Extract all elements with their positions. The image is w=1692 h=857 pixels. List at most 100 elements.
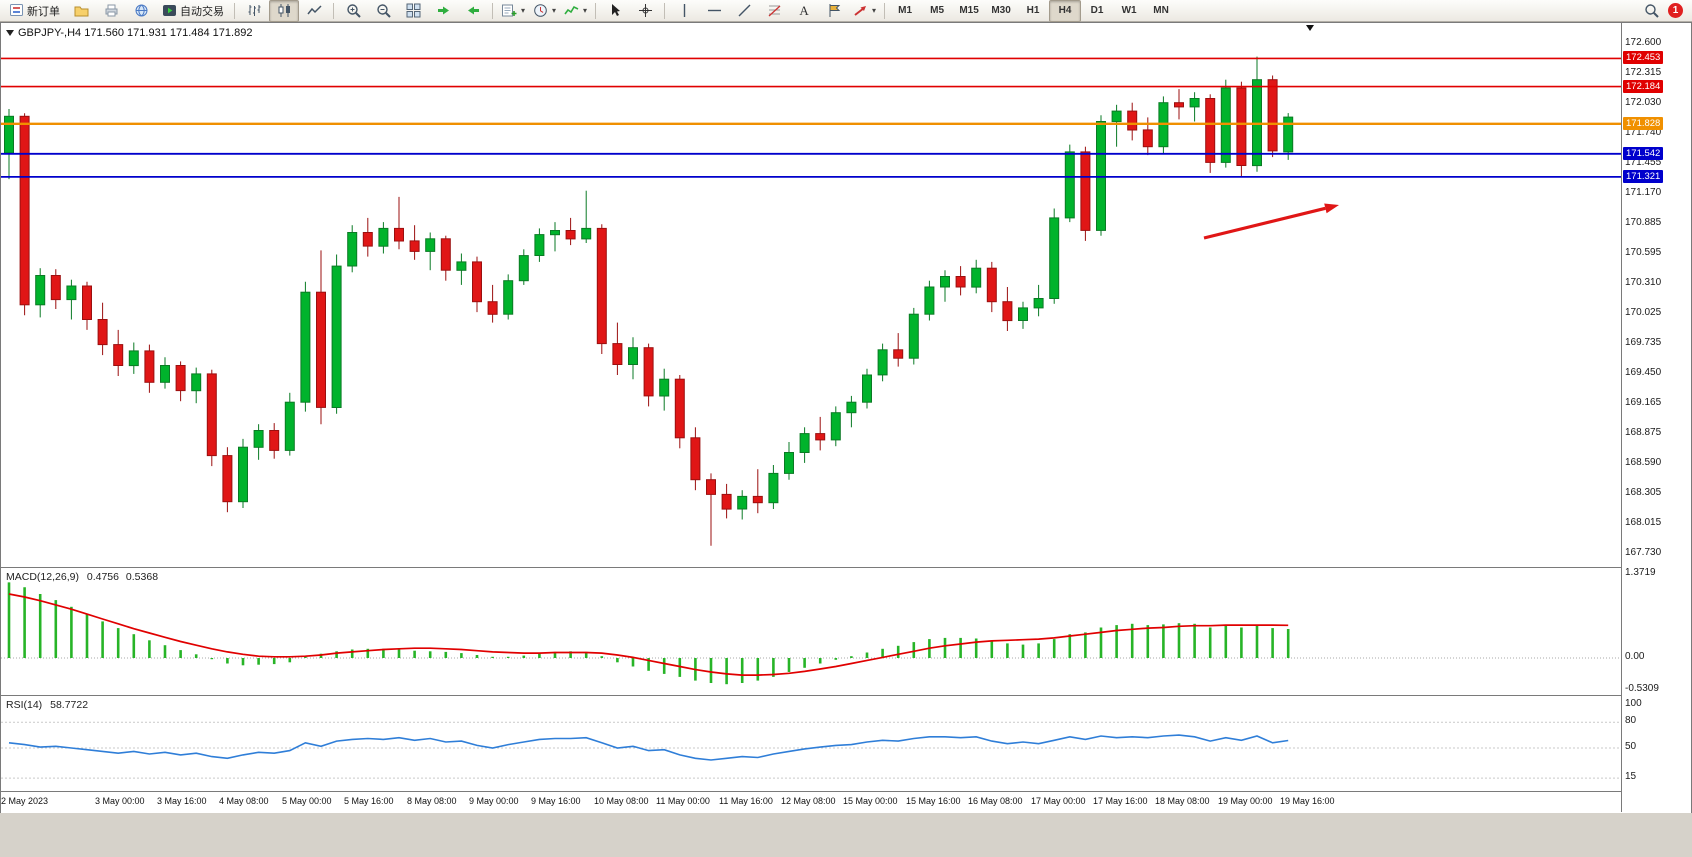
tile-windows-button[interactable] xyxy=(398,0,428,22)
notification-badge[interactable]: 1 xyxy=(1668,3,1683,18)
text-button[interactable]: A xyxy=(789,0,819,22)
price-tick-label: 170.025 xyxy=(1625,307,1662,318)
printer-icon xyxy=(104,3,119,18)
zoom-in-button[interactable] xyxy=(338,0,368,22)
trendline-icon xyxy=(737,3,752,18)
autotrading-button[interactable]: 自动交易 xyxy=(156,0,230,22)
price-tick-label: 80 xyxy=(1625,715,1637,726)
price-chart-pane[interactable]: GBPJPY-,H4 171.560 171.931 171.484 171.8… xyxy=(1,23,1691,567)
zoom-in-icon xyxy=(346,3,361,18)
autotrading-play-icon xyxy=(162,3,177,18)
rsi-value: 58.7722 xyxy=(50,699,89,711)
time-tick-label: 5 May 16:00 xyxy=(344,796,394,806)
time-tick-label: 8 May 08:00 xyxy=(407,796,457,806)
auto-scroll-icon xyxy=(436,3,451,18)
macd-label: MACD(12,26,9) 0.4756 0.5368 xyxy=(6,571,158,583)
price-tick-label: 168.875 xyxy=(1625,427,1662,438)
vertical-line-button[interactable] xyxy=(669,0,699,22)
hline-price-label[interactable]: 171.542 xyxy=(1623,147,1664,160)
hline-price-label[interactable]: 171.321 xyxy=(1623,170,1664,183)
toolbar-separator xyxy=(664,2,666,19)
price-tick-label: 171.455 xyxy=(1625,157,1662,168)
timeframe-h4-button[interactable]: H4 xyxy=(1049,0,1082,22)
chart-shift-icon xyxy=(466,3,481,18)
toolbar-separator xyxy=(884,2,886,19)
time-tick-label: 17 May 16:00 xyxy=(1093,796,1148,806)
toolbar-separator xyxy=(492,2,493,19)
macd-panel[interactable]: MACD(12,26,9) 0.4756 0.5368 xyxy=(1,567,1691,696)
chart-collapse-icon[interactable] xyxy=(6,30,14,36)
price-tick-label: -0.5309 xyxy=(1625,683,1659,694)
indicators-button[interactable]: ▾ xyxy=(560,0,591,22)
chart-shift-button[interactable] xyxy=(458,0,488,22)
arrows-tool-button[interactable]: ▾ xyxy=(849,0,880,22)
indicators-icon xyxy=(564,3,579,18)
new-chart-button[interactable]: ▾ xyxy=(497,0,529,22)
time-tick-label: 12 May 08:00 xyxy=(781,796,836,806)
timeframe-w1-button[interactable]: W1 xyxy=(1121,5,1137,16)
toolbar-separator xyxy=(595,2,597,19)
cursor-button[interactable] xyxy=(600,0,630,22)
line-chart-button[interactable] xyxy=(299,0,329,22)
timeframe-h1-button[interactable]: H1 xyxy=(1026,5,1040,16)
time-axis[interactable]: 2 May 2023 3 May 00:00 3 May 16:00 4 May 08… xyxy=(1,791,1691,813)
crosshair-button[interactable] xyxy=(630,0,660,22)
hline-price-label[interactable]: 172.453 xyxy=(1623,51,1664,64)
globe-icon xyxy=(134,3,149,18)
price-tick-label: 100 xyxy=(1625,698,1642,709)
price-tick-label: 168.015 xyxy=(1625,517,1662,528)
community-button[interactable] xyxy=(126,0,156,22)
candlestick-chart-icon xyxy=(277,3,292,18)
price-axis[interactable]: 172.600 172.315 172.030 171.740 171.455 171.1… xyxy=(1621,23,1691,812)
toolbar-separator xyxy=(333,2,334,19)
label-tag-icon xyxy=(827,3,842,18)
timeframe-m15-button[interactable]: M15 xyxy=(959,5,979,16)
hline-price-label[interactable]: 171.828 xyxy=(1623,117,1664,130)
chevron-down-icon: ▾ xyxy=(552,6,557,15)
label-button[interactable] xyxy=(819,0,849,22)
time-tick-label: 11 May 16:00 xyxy=(719,796,773,806)
tile-windows-icon xyxy=(406,3,421,18)
price-tick-label: 171.170 xyxy=(1625,187,1662,198)
price-tick-label: 1.3719 xyxy=(1625,567,1656,578)
time-tick-label: 2 May 2023 xyxy=(1,796,49,806)
crosshair-icon xyxy=(638,3,653,18)
horizontal-line-icon xyxy=(707,3,722,18)
new-order-button[interactable]: 新订单 xyxy=(3,0,66,22)
trendline-button[interactable] xyxy=(729,0,759,22)
timeframe-mn-button[interactable]: MN xyxy=(1153,5,1169,16)
horizontal-line-button[interactable] xyxy=(699,0,729,22)
bar-chart-button[interactable] xyxy=(239,0,269,22)
timeframe-m30-button[interactable]: M30 xyxy=(991,5,1011,16)
time-tick-label: 9 May 16:00 xyxy=(531,796,581,806)
time-tick-label: 3 May 16:00 xyxy=(157,796,207,806)
time-tick-label: 10 May 08:00 xyxy=(594,796,649,806)
candlestick-chart-button[interactable] xyxy=(269,0,299,22)
rsi-panel[interactable]: RSI(14) 58.7722 xyxy=(1,695,1691,792)
clock-icon xyxy=(533,3,548,18)
data-window-button[interactable] xyxy=(96,0,126,22)
price-tick-label: 170.310 xyxy=(1625,277,1662,288)
time-tick-label: 11 May 00:00 xyxy=(656,796,710,806)
periods-button[interactable]: ▾ xyxy=(529,0,560,22)
timeframe-m1-button[interactable]: M1 xyxy=(898,5,913,16)
price-tick-label: 172.030 xyxy=(1625,97,1662,108)
auto-scroll-button[interactable] xyxy=(428,0,458,22)
profiles-button[interactable] xyxy=(66,0,96,22)
cursor-icon xyxy=(608,3,623,18)
search-icon xyxy=(1644,3,1659,18)
price-tick-label: 168.590 xyxy=(1625,457,1662,468)
timeframe-d1-button[interactable]: D1 xyxy=(1090,5,1104,16)
chart-shift-marker-icon[interactable] xyxy=(1306,25,1314,31)
time-tick-label: 5 May 00:00 xyxy=(282,796,332,806)
zoom-out-button[interactable] xyxy=(368,0,398,22)
price-tick-label: 172.315 xyxy=(1625,67,1662,78)
search-button[interactable] xyxy=(1636,0,1666,22)
price-tick-label: 171.740 xyxy=(1625,127,1662,138)
hline-price-label[interactable]: 172.184 xyxy=(1623,80,1664,93)
fibonacci-button[interactable] xyxy=(759,0,789,22)
chart-title-row[interactable]: GBPJPY-,H4 171.560 171.931 171.484 171.8… xyxy=(6,27,252,39)
rsi-svg xyxy=(1,721,1621,779)
timeframe-m5-button[interactable]: M5 xyxy=(930,5,945,16)
price-tick-label: 169.165 xyxy=(1625,397,1662,408)
